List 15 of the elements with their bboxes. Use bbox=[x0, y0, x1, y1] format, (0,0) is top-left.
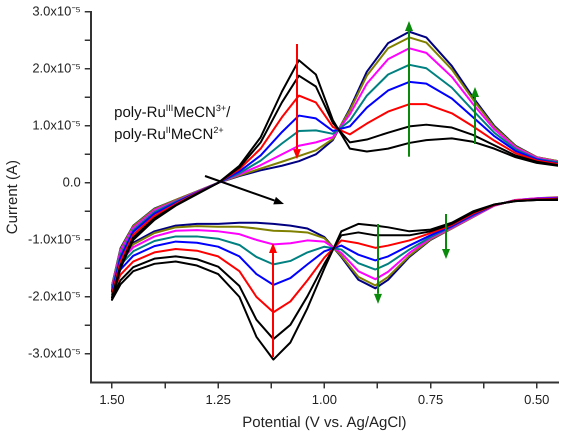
x-tick-label: 0.75 bbox=[418, 392, 444, 407]
x-axis-title: Potential (V vs. Ag/AgCl) bbox=[242, 414, 406, 432]
x-tick-label: 1.00 bbox=[312, 392, 338, 407]
x-tick-label: 1.50 bbox=[99, 392, 125, 407]
y-tick-label: -1.0x10⁻⁵ bbox=[28, 231, 81, 246]
x-tick-label: 0.50 bbox=[524, 392, 550, 407]
y-tick-label: -3.0x10⁻⁵ bbox=[28, 345, 81, 360]
y-tick-label: 3.0x10⁻⁵ bbox=[32, 3, 81, 18]
y-tick-label: 2.0x10⁻⁵ bbox=[32, 60, 81, 76]
text: poly-Ru$^{III}$MeCN$^{3+}$/ poly-Ru$^{II}$MeCN$^{2+}$ bbox=[114, 102, 230, 143]
y-axis-title: Current (A) bbox=[4, 160, 22, 234]
y-tick-label: -2.0x10⁻⁵ bbox=[28, 288, 81, 304]
x-tick-label: 1.25 bbox=[206, 392, 231, 407]
y-tick-label: 1.0x10⁻⁵ bbox=[32, 117, 81, 132]
y-tick-label: 0.0 bbox=[62, 174, 81, 190]
